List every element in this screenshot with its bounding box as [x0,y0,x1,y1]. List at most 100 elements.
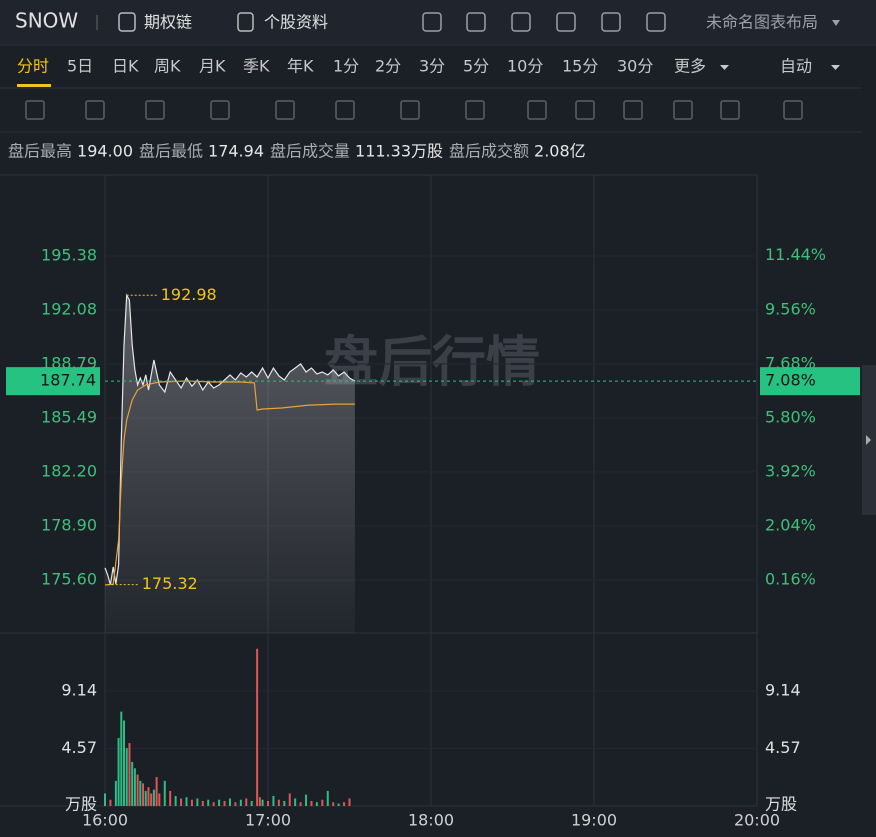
drawing-tool[interactable] [720,100,740,120]
drawing-tool[interactable] [527,100,547,120]
drawing-tool[interactable] [783,100,803,120]
tool-icon[interactable] [646,12,666,32]
period-tab[interactable]: 更多 [674,57,706,76]
volume-bar [125,748,128,806]
dropdown-arrow [832,20,840,26]
volume-bar [128,743,131,806]
drawing-tool[interactable] [25,100,45,120]
layout-menu[interactable]: 未命名图表布局 [706,13,818,32]
volume-bar [337,803,340,806]
x-tick-label: 18:00 [408,811,454,830]
period-tab[interactable]: 3分 [419,57,445,76]
y2-tick-label: 9.56% [765,299,816,318]
last-change-label: 7.08% [765,371,816,390]
period-tab[interactable]: 年K [287,57,314,76]
drawing-tool[interactable] [623,100,643,120]
volume-bar [150,793,153,806]
info-value: 174.94 [208,142,264,161]
y2-tick-label: 5.80% [765,407,816,426]
volume-bar [144,790,147,806]
drawing-tool[interactable] [400,100,420,120]
tool-icon[interactable] [511,12,531,32]
mode[interactable]: 自动 [780,57,812,76]
volume-bar [185,797,188,806]
drawing-tool[interactable] [335,100,355,120]
volume-bar [283,800,286,806]
volume-bar [163,780,166,806]
period-tab[interactable]: 30分 [617,57,653,76]
drawing-tool[interactable] [85,100,105,120]
period-tab[interactable]: 5分 [463,57,489,76]
tool-icon[interactable] [466,12,486,32]
volume-bar [133,768,136,806]
volume-bar [239,799,242,806]
volume-bar [277,799,280,806]
active-underline [17,84,51,87]
period-tab[interactable]: 分时 [17,57,49,76]
volume-bar [131,761,134,806]
volume-bar [123,720,126,806]
volume-bar [142,783,145,806]
volume-bar [147,787,150,806]
volume-bar [120,711,123,806]
volume-bar [196,798,199,806]
volume-bar [136,774,139,806]
volume-bar [190,799,193,806]
last-change-box [760,367,860,396]
volume-bar [348,798,351,806]
period-tab[interactable]: 周K [154,57,181,76]
volume-bar [258,797,261,806]
period-tab[interactable]: 1分 [333,57,359,76]
tool-icon[interactable] [601,12,621,32]
drawing-tool[interactable] [275,100,295,120]
volume-bar [155,777,158,806]
drawing-tool[interactable] [210,100,230,120]
period-tab[interactable]: 日K [112,57,139,76]
y2-tick-label: 11.44% [765,245,826,264]
tool-icon[interactable] [422,12,442,32]
side-arrow [866,435,871,445]
drawing-tool[interactable] [673,100,693,120]
period-tab[interactable]: 季K [243,57,270,76]
x-tick-label: 19:00 [571,811,617,830]
volume-bar [180,798,183,806]
volume-bar [326,790,329,806]
volume-bar [256,648,259,806]
volume-bar [152,789,155,806]
button[interactable]: 个股资料 [264,13,328,32]
volume-bar [223,800,226,806]
volume-bar [305,794,308,806]
drawing-tool[interactable] [145,100,165,120]
period-tab[interactable]: 10分 [507,57,543,76]
period-tab[interactable]: 月K [199,57,226,76]
watermark: 盘后行情 [324,331,540,394]
info-value: 194.00 [77,142,133,161]
period-tab[interactable]: 2分 [375,57,401,76]
symbol[interactable]: SNOW [15,9,78,33]
volume-bar [261,799,264,806]
volume-bar [299,802,302,806]
x-tick-label: 17:00 [245,811,291,830]
drawing-tool[interactable] [465,100,485,120]
drawing-tool[interactable] [575,100,595,120]
period-tab[interactable]: 15分 [562,57,598,76]
dropdown-arrow [720,65,729,70]
volume-bar [310,800,313,806]
y2-tick-label: 0.16% [765,569,816,588]
x-tick-label: 16:00 [82,811,128,830]
volume-bar [288,793,291,806]
volume-unit: 万股 [765,795,797,814]
period-tab[interactable]: 5日 [67,57,93,76]
annotation-label: 175.32 [142,574,198,593]
volume-bar [234,802,237,806]
volume-bar [294,798,297,806]
info-label: 盘后最低 [139,142,203,161]
volume-bar [114,780,117,806]
volume-bar [174,795,177,806]
y2-tick-label: 3.92% [765,461,816,480]
volume-bar [169,790,172,806]
button[interactable]: 期权链 [144,13,192,32]
tool-icon[interactable] [556,12,576,32]
